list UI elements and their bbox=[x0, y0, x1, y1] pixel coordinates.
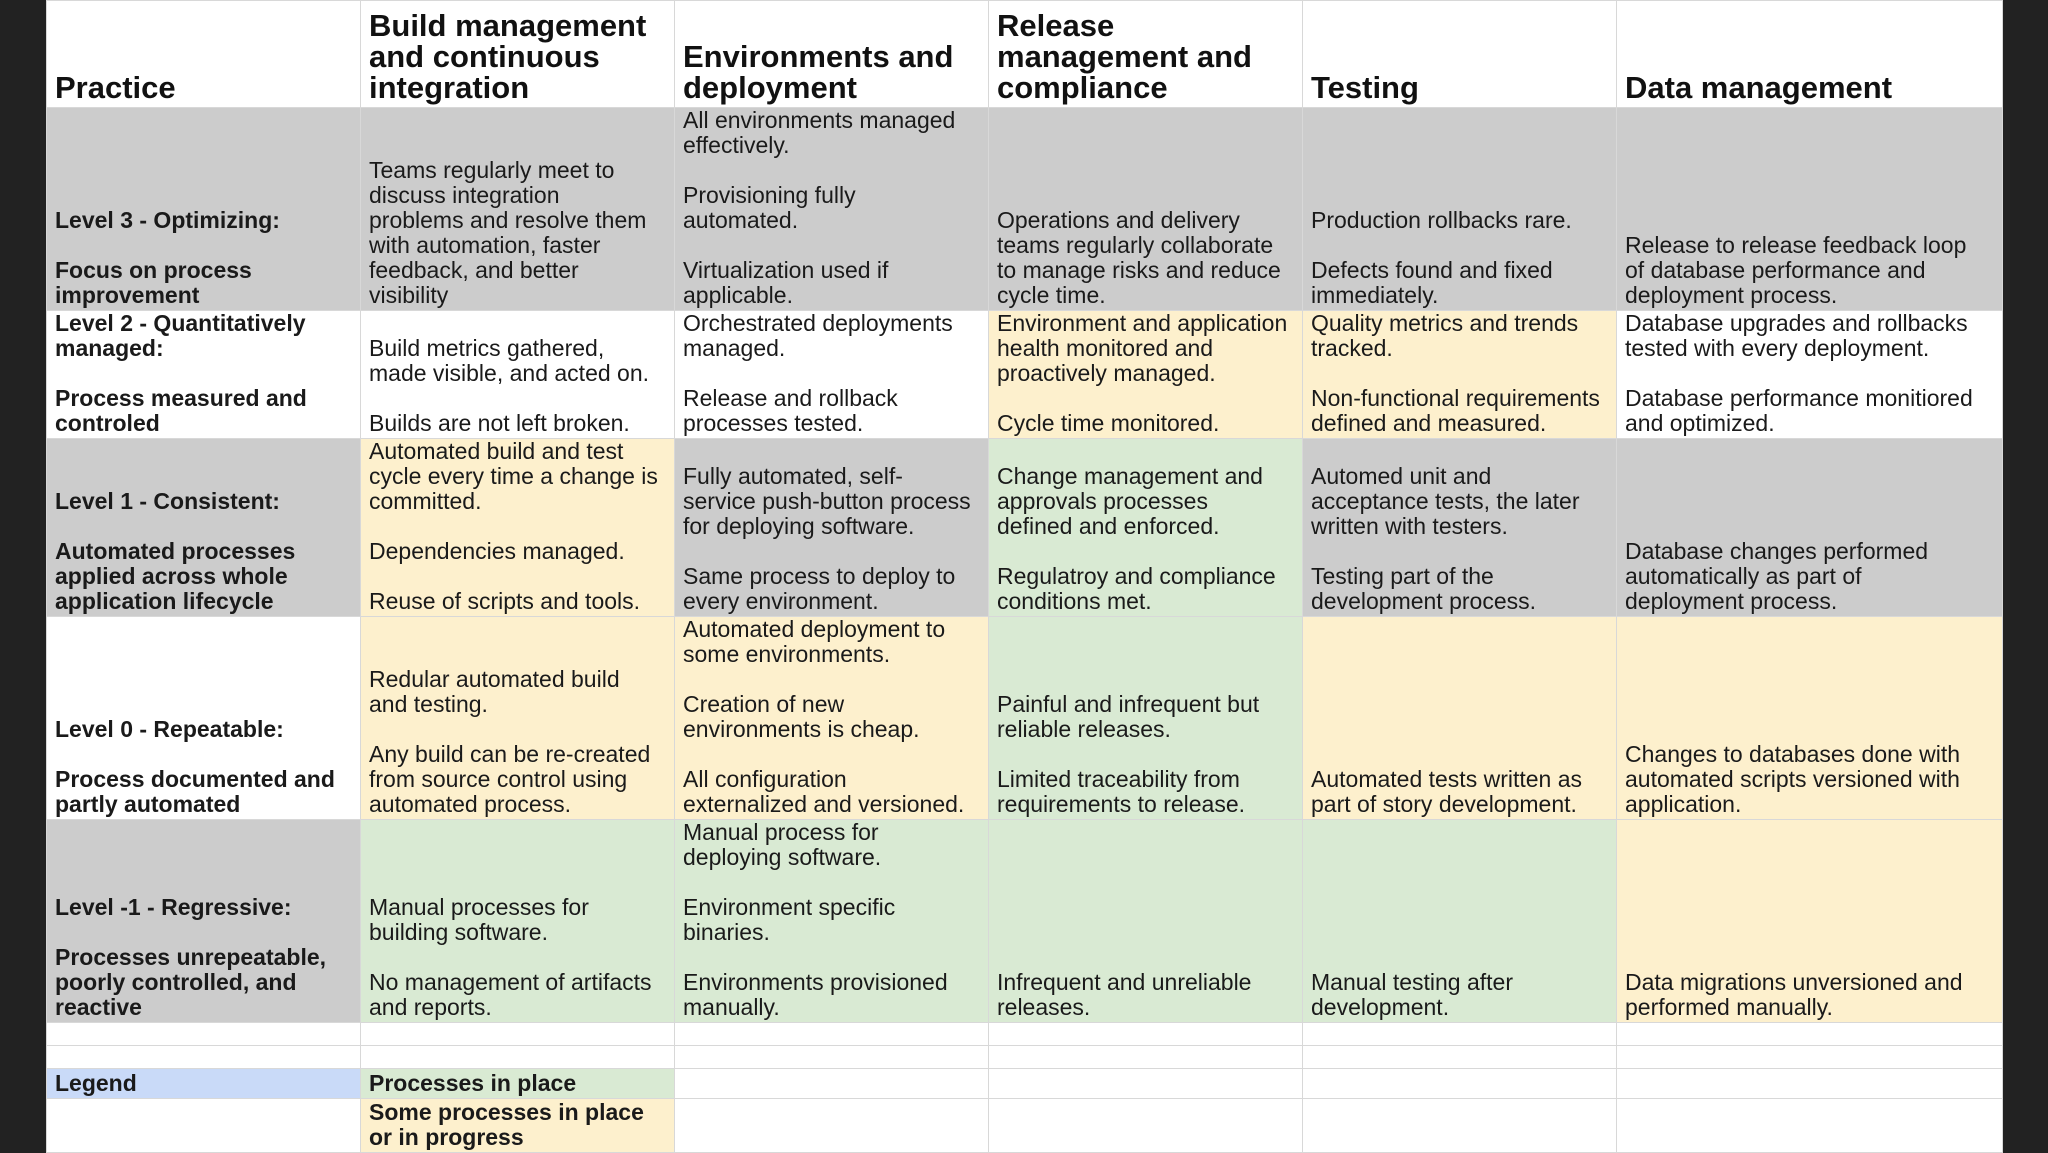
header-release-management[interactable]: Release management and compliance bbox=[988, 0, 1303, 108]
cell-level-1-data[interactable]: Database changes performed automatically… bbox=[1616, 438, 2003, 617]
empty-cell[interactable] bbox=[360, 1045, 675, 1069]
empty-row bbox=[46, 1022, 2003, 1046]
maturity-model-sheet: Practice Build management and continuous… bbox=[46, 0, 2003, 1153]
practice-level-2[interactable]: Level 2 - Quantitatively managed: Proces… bbox=[46, 310, 361, 439]
row-level-minus-1: Level -1 - Regressive: Processes unrepea… bbox=[46, 819, 2003, 1023]
header-environments[interactable]: Environments and deployment bbox=[674, 0, 989, 108]
row-level-0: Level 0 - Repeatable: Process documented… bbox=[46, 616, 2003, 820]
cell-level-2-data[interactable]: Database upgrades and rollbacks tested w… bbox=[1616, 310, 2003, 439]
cell-level-1-release[interactable]: Change management and approvals processe… bbox=[988, 438, 1303, 617]
cell-level-1-environments[interactable]: Fully automated, self- service push-butt… bbox=[674, 438, 989, 617]
cell-level-3-data[interactable]: Release to release feedback loop of data… bbox=[1616, 107, 2003, 311]
cell-level-1-testing[interactable]: Automed unit and acceptance tests, the l… bbox=[1302, 438, 1617, 617]
cell-level-0-environments[interactable]: Automated deployment to some environment… bbox=[674, 616, 989, 820]
empty-cell[interactable] bbox=[1302, 1098, 1617, 1153]
legend-row: Some processes in place or in progress bbox=[46, 1098, 2003, 1153]
cell-level-3-environments[interactable]: All environments managed effectively. Pr… bbox=[674, 107, 989, 311]
header-row: Practice Build management and continuous… bbox=[46, 0, 2003, 108]
cell-level-0-build[interactable]: Redular automated build and testing. Any… bbox=[360, 616, 675, 820]
empty-cell[interactable] bbox=[46, 1045, 361, 1069]
header-data-management[interactable]: Data management bbox=[1616, 0, 2003, 108]
empty-cell[interactable] bbox=[988, 1098, 1303, 1153]
empty-cell[interactable] bbox=[674, 1098, 989, 1153]
empty-cell[interactable] bbox=[1616, 1045, 2003, 1069]
practice-level-1[interactable]: Level 1 - Consistent: Automated processe… bbox=[46, 438, 361, 617]
legend-title[interactable]: Legend bbox=[46, 1068, 361, 1099]
empty-cell[interactable] bbox=[674, 1068, 989, 1099]
cell-level-minus-1-build[interactable]: Manual processes for building software. … bbox=[360, 819, 675, 1023]
cell-level-3-build[interactable]: Teams regularly meet to discuss integrat… bbox=[360, 107, 675, 311]
empty-cell[interactable] bbox=[1302, 1068, 1617, 1099]
maturity-table: Practice Build management and continuous… bbox=[46, 0, 2003, 1153]
empty-cell[interactable] bbox=[1616, 1098, 2003, 1153]
cell-level-0-testing[interactable]: Automated tests written as part of story… bbox=[1302, 616, 1617, 820]
cell-level-2-build[interactable]: Build metrics gathered, made visible, an… bbox=[360, 310, 675, 439]
empty-cell[interactable] bbox=[988, 1068, 1303, 1099]
cell-level-2-environments[interactable]: Orchestrated deployments managed. Releas… bbox=[674, 310, 989, 439]
cell-level-minus-1-data[interactable]: Data migrations unversioned and performe… bbox=[1616, 819, 2003, 1023]
empty-cell[interactable] bbox=[1302, 1022, 1617, 1046]
header-practice[interactable]: Practice bbox=[46, 0, 361, 108]
cell-level-2-release[interactable]: Environment and application health monit… bbox=[988, 310, 1303, 439]
empty-cell[interactable] bbox=[988, 1022, 1303, 1046]
empty-cell[interactable] bbox=[674, 1045, 989, 1069]
cell-level-minus-1-release[interactable]: Infrequent and unreliable releases. bbox=[988, 819, 1303, 1023]
practice-level-minus-1[interactable]: Level -1 - Regressive: Processes unrepea… bbox=[46, 819, 361, 1023]
row-level-3: Level 3 - Optimizing: Focus on process i… bbox=[46, 107, 2003, 311]
header-testing[interactable]: Testing bbox=[1302, 0, 1617, 108]
cell-level-0-release[interactable]: Painful and infrequent but reliable rele… bbox=[988, 616, 1303, 820]
legend-row: Legend Processes in place bbox=[46, 1068, 2003, 1099]
cell-level-3-testing[interactable]: Production rollbacks rare. Defects found… bbox=[1302, 107, 1617, 311]
header-build-management[interactable]: Build management and continuous integrat… bbox=[360, 0, 675, 108]
row-level-1: Level 1 - Consistent: Automated processe… bbox=[46, 438, 2003, 617]
practice-level-3[interactable]: Level 3 - Optimizing: Focus on process i… bbox=[46, 107, 361, 311]
cell-level-1-build[interactable]: Automated build and test cycle every tim… bbox=[360, 438, 675, 617]
legend-processes-in-progress[interactable]: Some processes in place or in progress bbox=[360, 1098, 675, 1153]
empty-cell[interactable] bbox=[1616, 1068, 2003, 1099]
empty-cell[interactable] bbox=[988, 1045, 1303, 1069]
cell-level-minus-1-environments[interactable]: Manual process for deploying software. E… bbox=[674, 819, 989, 1023]
empty-cell[interactable] bbox=[360, 1022, 675, 1046]
empty-row bbox=[46, 1045, 2003, 1069]
empty-cell[interactable] bbox=[1302, 1045, 1617, 1069]
cell-level-3-release[interactable]: Operations and delivery teams regularly … bbox=[988, 107, 1303, 311]
empty-cell[interactable] bbox=[46, 1098, 361, 1153]
practice-level-0[interactable]: Level 0 - Repeatable: Process documented… bbox=[46, 616, 361, 820]
cell-level-minus-1-testing[interactable]: Manual testing after development. bbox=[1302, 819, 1617, 1023]
empty-cell[interactable] bbox=[674, 1022, 989, 1046]
cell-level-2-testing[interactable]: Quality metrics and trends tracked. Non-… bbox=[1302, 310, 1617, 439]
empty-cell[interactable] bbox=[46, 1022, 361, 1046]
row-level-2: Level 2 - Quantitatively managed: Proces… bbox=[46, 310, 2003, 439]
legend-processes-in-place[interactable]: Processes in place bbox=[360, 1068, 675, 1099]
cell-level-0-data[interactable]: Changes to databases done with automated… bbox=[1616, 616, 2003, 820]
empty-cell[interactable] bbox=[1616, 1022, 2003, 1046]
